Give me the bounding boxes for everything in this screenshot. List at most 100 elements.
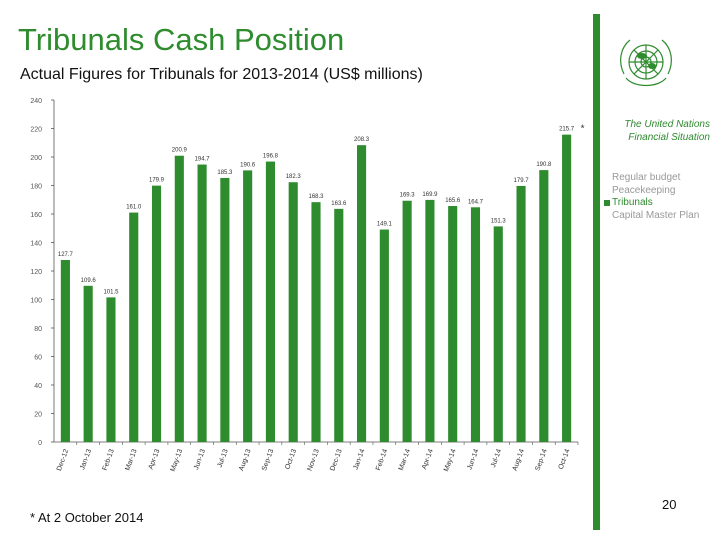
x-tick-label: Aug-13 [238, 448, 252, 472]
x-tick-label: Jan-14 [353, 448, 367, 471]
bar [562, 134, 572, 442]
data-label: 164.7 [468, 199, 484, 205]
x-tick-label: Feb-13 [102, 448, 116, 471]
y-tick-label: 40 [34, 383, 42, 390]
y-tick-label: 100 [30, 298, 42, 305]
page-number: 20 [662, 497, 677, 512]
data-label: 165.6 [445, 198, 461, 204]
bar [220, 177, 230, 442]
legend-label: Capital Master Plan [612, 209, 700, 221]
data-label: 190.6 [240, 162, 256, 168]
legend-item-peacekeeping[interactable]: Peacekeeping [604, 185, 716, 198]
footnote: * At 2 October 2014 [30, 510, 144, 525]
accent-divider [593, 14, 600, 530]
x-tick-label: Jun-14 [466, 448, 480, 471]
bar [243, 170, 253, 442]
x-tick-label: Sep-13 [261, 448, 275, 472]
data-label: 194.7 [195, 157, 211, 163]
data-label: 101.5 [103, 289, 119, 295]
data-label: 196.8 [263, 154, 279, 160]
bar [151, 185, 162, 442]
data-label: 168.3 [308, 194, 324, 200]
x-tick-label: Jul-14 [490, 448, 503, 468]
data-label: 109.6 [81, 278, 97, 284]
data-label: 151.3 [491, 218, 507, 224]
y-tick-label: 160 [30, 212, 42, 219]
bar [539, 170, 549, 443]
x-tick-label: Jul-13 [217, 448, 230, 468]
x-tick-label: Mar-13 [124, 448, 138, 471]
data-label: 127.7 [58, 252, 74, 258]
y-tick-label: 80 [34, 326, 42, 333]
y-tick-label: 180 [30, 184, 42, 191]
bar [357, 145, 367, 443]
y-tick-label: 120 [30, 269, 42, 276]
bar [448, 206, 458, 442]
bar [379, 229, 389, 442]
data-label: 161.0 [126, 205, 142, 211]
tribunals-cash-bar-chart: 0 20 40 60 80 100 120 140 160 180 200 220 240 127.7 De… [30, 98, 585, 473]
legend-item-capital-master-plan[interactable]: Capital Master Plan [604, 210, 716, 223]
x-tick-label: Dec-12 [56, 448, 70, 472]
legend-label: Regular budget [612, 172, 681, 183]
y-tick-label: 220 [30, 127, 42, 134]
y-tick-label: 0 [38, 440, 42, 447]
x-tick-label: Jun-13 [193, 448, 207, 471]
bar [129, 212, 139, 442]
x-tick-label: Apr-14 [421, 448, 435, 470]
bar [402, 200, 412, 442]
bar [174, 155, 184, 442]
x-tick-label: Nov-13 [307, 448, 321, 472]
data-label-footnote-marker: * [581, 124, 585, 135]
data-label: 179.7 [514, 178, 530, 184]
legend-label: Tribunals [612, 197, 653, 208]
bar [470, 207, 481, 442]
bar [265, 161, 275, 442]
data-label: 149.1 [377, 222, 393, 228]
x-tick-label: Mar-14 [398, 448, 412, 471]
page-title: Tribunals Cash Position [18, 22, 345, 57]
data-label: 169.3 [400, 193, 416, 199]
legend-label: Peacekeeping [612, 184, 676, 196]
un-emblem-icon [620, 39, 672, 87]
bar [334, 208, 344, 442]
bar [83, 285, 93, 442]
x-tick-label: May-13 [170, 448, 185, 472]
side-heading-line1: The United Nations [624, 119, 710, 130]
bar [288, 182, 298, 442]
data-label: 169.9 [422, 192, 438, 198]
x-tick-label: Apr-13 [148, 448, 162, 470]
side-legend: Regular budget Peacekeeping Tribunals Ca… [604, 172, 716, 222]
data-label: 200.9 [172, 148, 188, 154]
y-tick-label: 200 [30, 155, 42, 162]
data-label: 215.7 [559, 127, 575, 133]
legend-item-tribunals[interactable]: Tribunals [604, 197, 716, 210]
x-tick-label: Oct-13 [284, 448, 298, 470]
legend-item-regular-budget[interactable]: Regular budget [604, 172, 716, 185]
y-tick-label: 20 [34, 412, 42, 419]
bar [106, 297, 116, 442]
page-subtitle: Actual Figures for Tribunals for 2013-20… [20, 66, 423, 83]
x-tick-label: Aug-14 [512, 448, 526, 472]
data-label: 179.9 [149, 178, 165, 184]
data-label: 208.3 [354, 137, 370, 143]
bar [311, 202, 321, 442]
x-tick-label: Jan-13 [79, 448, 93, 471]
bar [516, 185, 526, 443]
x-tick-label: Sep-14 [534, 448, 548, 472]
x-tick-label: May-14 [443, 448, 458, 472]
bar [493, 226, 503, 442]
bar [60, 260, 70, 442]
legend-swatch-icon [604, 200, 610, 206]
x-tick-label: Oct-14 [558, 448, 572, 470]
side-heading: The United Nations Financial Situation [596, 118, 710, 144]
side-heading-line2: Financial Situation [628, 132, 710, 143]
data-label: 163.6 [331, 201, 347, 207]
data-label: 182.3 [286, 174, 302, 180]
y-tick-label: 140 [30, 241, 42, 248]
data-label: 185.3 [217, 170, 233, 176]
y-tick-label: 240 [30, 98, 42, 105]
bar [425, 199, 435, 442]
data-label: 190.8 [536, 162, 552, 168]
bar [197, 164, 207, 443]
